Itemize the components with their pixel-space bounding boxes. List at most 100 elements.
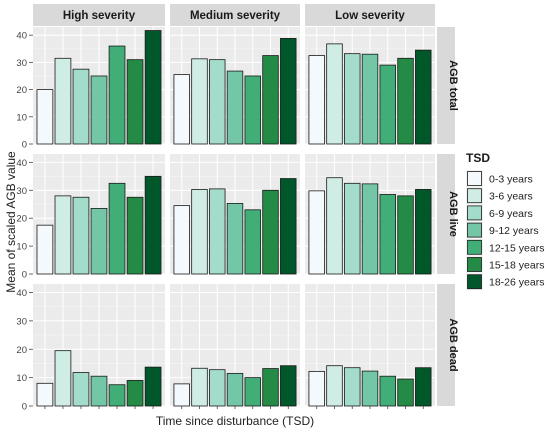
panel-agb-dead-high-severity xyxy=(33,284,165,407)
bar xyxy=(379,194,396,275)
column-strip-medium-severity xyxy=(170,4,300,26)
y-tick-label: 30 xyxy=(16,186,27,197)
legend-swatch xyxy=(467,239,482,255)
bar xyxy=(126,380,144,407)
bar xyxy=(244,75,261,145)
bar xyxy=(344,367,361,407)
bar xyxy=(209,59,226,145)
bar xyxy=(36,224,54,275)
bar xyxy=(308,55,325,145)
row-strip-label: AGB live xyxy=(447,191,459,237)
bar xyxy=(209,369,226,407)
bar xyxy=(326,365,343,407)
row-strip-agb-dead xyxy=(437,284,455,406)
bar xyxy=(361,183,379,275)
y-tick-label: 30 xyxy=(16,58,27,69)
bar xyxy=(397,378,414,407)
bar xyxy=(144,175,162,275)
bar xyxy=(280,178,297,275)
panel-agb-total-low-severity xyxy=(305,27,435,145)
y-tick-label: 0 xyxy=(22,270,27,281)
legend-item-label: 6-9 years xyxy=(489,208,533,220)
y-tick-label: 30 xyxy=(16,316,27,327)
bar xyxy=(415,367,432,407)
bar xyxy=(326,43,343,145)
y-tick-label: 10 xyxy=(16,242,27,253)
bar xyxy=(280,38,297,145)
legend-swatch xyxy=(467,171,482,186)
bar xyxy=(262,55,279,145)
bar xyxy=(344,53,361,145)
y-tick-label: 40 xyxy=(16,288,27,299)
bar xyxy=(108,182,126,275)
bar xyxy=(361,53,379,145)
legend-swatch xyxy=(467,188,482,204)
column-strip-low-severity xyxy=(305,4,435,26)
row-strip-agb-live xyxy=(437,154,455,274)
legend-item-label: 18-26 years xyxy=(489,277,544,289)
y-tick-label: 0 xyxy=(22,402,27,413)
bar xyxy=(72,372,90,407)
bar xyxy=(108,384,126,407)
bar xyxy=(72,68,90,145)
column-strip-high-severity xyxy=(33,4,165,26)
bar xyxy=(244,377,261,407)
legend-swatch xyxy=(467,205,482,221)
column-strip-label: Low severity xyxy=(335,10,405,22)
bar xyxy=(415,49,432,145)
panel-agb-total-high-severity xyxy=(33,27,165,145)
bar xyxy=(397,57,414,145)
bar xyxy=(90,75,108,145)
bar xyxy=(126,59,144,145)
bar xyxy=(144,366,162,407)
bar xyxy=(126,196,144,275)
bar xyxy=(54,57,72,145)
bar xyxy=(191,367,208,407)
panel-agb-dead-medium-severity xyxy=(170,284,300,407)
bar xyxy=(379,375,396,407)
bar xyxy=(361,370,379,407)
bar xyxy=(54,350,72,407)
y-axis-label: Mean of scaled AGB value xyxy=(4,151,18,293)
legend-title: TSD xyxy=(466,151,490,165)
bar xyxy=(144,30,162,145)
bar xyxy=(415,189,432,275)
panel-agb-total-medium-severity xyxy=(170,27,300,145)
bar xyxy=(90,375,108,407)
legend-swatch xyxy=(467,222,482,238)
bar xyxy=(173,74,190,145)
bar xyxy=(173,205,190,275)
legend-swatch xyxy=(467,274,482,290)
y-tick-label: 40 xyxy=(16,31,27,42)
panel-agb-live-high-severity xyxy=(33,154,165,275)
bar xyxy=(308,190,325,275)
y-tick-label: 20 xyxy=(16,85,27,96)
x-axis-label: Time since disturbance (TSD) xyxy=(156,414,314,428)
bar xyxy=(226,70,244,145)
bar xyxy=(280,365,297,407)
bar xyxy=(226,202,244,275)
bar xyxy=(344,182,361,275)
bar xyxy=(397,195,414,275)
column-strip-label: Medium severity xyxy=(190,10,281,22)
panel-agb-live-low-severity xyxy=(305,154,435,275)
bar xyxy=(209,188,226,275)
row-strip-label: AGB dead xyxy=(447,318,459,371)
column-strip-label: High severity xyxy=(63,10,136,22)
legend-swatch xyxy=(467,257,482,272)
bar xyxy=(244,209,261,275)
bar xyxy=(379,64,396,145)
legend-item-label: 12-15 years xyxy=(489,242,544,254)
bar xyxy=(308,370,325,407)
y-tick-label: 40 xyxy=(16,158,27,169)
row-strip-label: AGB total xyxy=(447,60,459,111)
bar xyxy=(262,368,279,407)
legend-item-label: 3-6 years xyxy=(489,191,533,203)
bar xyxy=(108,45,126,145)
y-tick-label: 20 xyxy=(16,214,27,225)
bar xyxy=(173,383,190,407)
legend-item-label: 0-3 years xyxy=(489,174,533,186)
panel-agb-live-medium-severity xyxy=(170,154,300,275)
